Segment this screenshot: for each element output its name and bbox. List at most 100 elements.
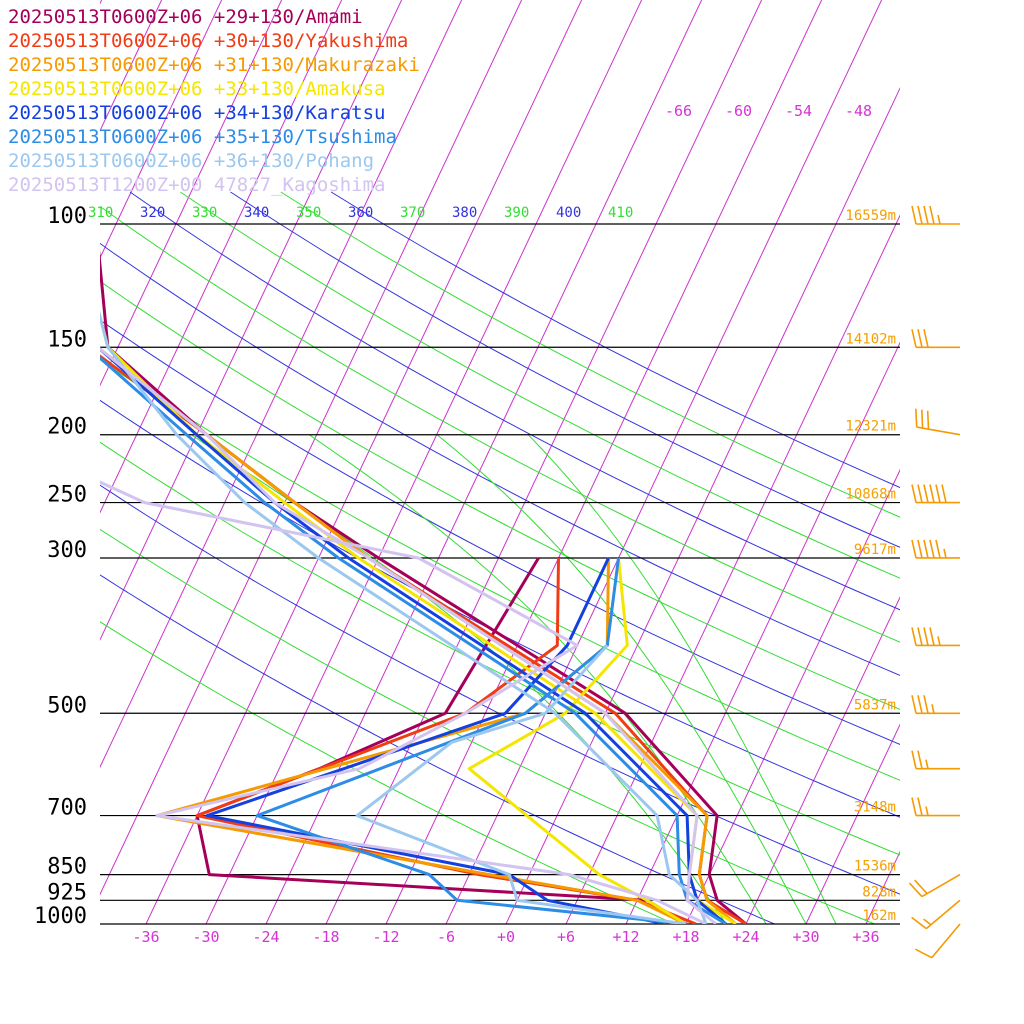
height-label: 16559m [845,208,896,224]
barb-flag [917,695,923,714]
legend-item: 20250513T0600Z+06 +29+130/Amami [8,6,363,28]
barb-flag [923,627,929,646]
barb-flag [935,484,941,503]
wind-barbs [908,205,961,959]
theta-label: 340 [244,205,269,221]
barb-staff [931,923,961,959]
barb-staff [921,873,961,898]
temperature-tick-label: +0 [497,928,515,946]
barb-flag [917,750,923,769]
pressure-label: 500 [47,693,87,718]
wind-barb [911,627,960,647]
barb-flag [915,408,918,428]
temperature-tick-label: -18 [312,928,339,946]
temperature-tick-label: -12 [372,928,399,946]
temperature-tick-label: +36 [852,928,879,946]
barb-flag [911,797,917,816]
pressure-label: 100 [47,204,87,229]
temperature-line [100,310,708,924]
temperature-line [100,249,747,924]
barb-flag [911,750,917,769]
wind-barb [911,484,960,504]
upper-isotherm-label: -66 [665,102,692,120]
height-label: 5837m [854,697,896,713]
wind-barb [908,873,961,898]
dry-adiabat-line [100,621,676,924]
isotherm-line [986,0,1024,924]
pressure-label: 850 [47,855,87,880]
barb-half-flag [937,214,941,225]
temperature-tick-label: -6 [437,928,455,946]
isotherm-line [0,0,7,924]
temperature-tick-label: +18 [672,928,699,946]
barb-staff [916,426,961,436]
pressure-label: 300 [47,538,87,563]
temperature-line [100,347,727,924]
height-label: 10868m [845,487,896,503]
sounding-series [100,249,747,924]
barb-half-flag [943,548,947,559]
legend-item: 20250513T0600Z+06 +33+130/Amakusa [8,78,386,100]
temperature-tick-label: +6 [557,928,575,946]
theta-label: 370 [400,205,425,221]
barb-half-flag [937,636,941,646]
temperature-tick-label: +30 [792,928,819,946]
barb-flag [920,409,924,429]
dewpoint-line [100,480,707,924]
axis-labels: 100 16559m 150 14102m 200 12321m 250 10868m 300 9… [34,102,896,946]
pressure-label: 700 [47,796,87,821]
isotherm-line [565,214,900,924]
dewpoint-line [205,557,667,924]
pressure-label: 1000 [34,904,87,929]
isotherm-line [745,596,900,924]
barb-flag [911,695,917,714]
height-label: 12321m [845,419,896,435]
dry-adiabat-line [100,484,900,895]
height-label: 14102m [845,331,896,347]
legend-item: 20250513T1200Z+00 47827_Kagoshima [8,174,386,196]
wind-barb [911,329,960,349]
theta-label: 390 [504,205,529,221]
barb-flag [923,539,929,559]
barb-flag [911,205,917,225]
height-label: 9617m [854,542,896,558]
barb-flag [923,484,929,503]
barb-flag [917,797,923,816]
barb-flag [929,484,935,503]
isotherm-line [865,850,900,924]
barb-staff [925,899,961,930]
barb-flag [917,539,923,559]
barb-flag [926,410,930,430]
isotherm-line [100,0,283,387]
upper-isotherm-label: -54 [785,102,812,120]
height-label: 828m [862,884,896,900]
legend-item: 20250513T0600Z+06 +31+130/Makurazaki [8,54,420,76]
moist-adiabat-line [527,434,837,924]
wind-barb [914,923,961,959]
height-label: 162m [862,908,896,924]
barb-flag [911,484,917,503]
temperature-line [100,347,717,924]
barb-flag [923,205,929,225]
legend-item: 20250513T0600Z+06 +36+130/Pohang [8,150,374,172]
legend-item: 20250513T0600Z+06 +35+130/Tsushima [8,126,397,148]
temperature-tick-label: -36 [132,928,159,946]
barb-flag [914,879,928,895]
isotherm-line [685,468,900,924]
height-label: 1536m [854,859,896,875]
temperature-tick-label: -30 [192,928,219,946]
dry-adiabat-line [100,528,876,924]
barb-flag [911,539,917,559]
barb-flag [917,484,923,503]
barb-flag [911,916,927,930]
temperature-tick-label: +12 [612,928,639,946]
barb-flag [923,329,929,348]
barb-half-flag [925,806,929,816]
theta-label: 380 [452,205,477,221]
wind-barb [911,695,960,715]
barb-flag [914,948,933,959]
legend-item: 20250513T0600Z+06 +30+130/Yakushima [8,30,408,52]
pressure-label: 200 [47,415,87,440]
theta-label: 330 [192,205,217,221]
